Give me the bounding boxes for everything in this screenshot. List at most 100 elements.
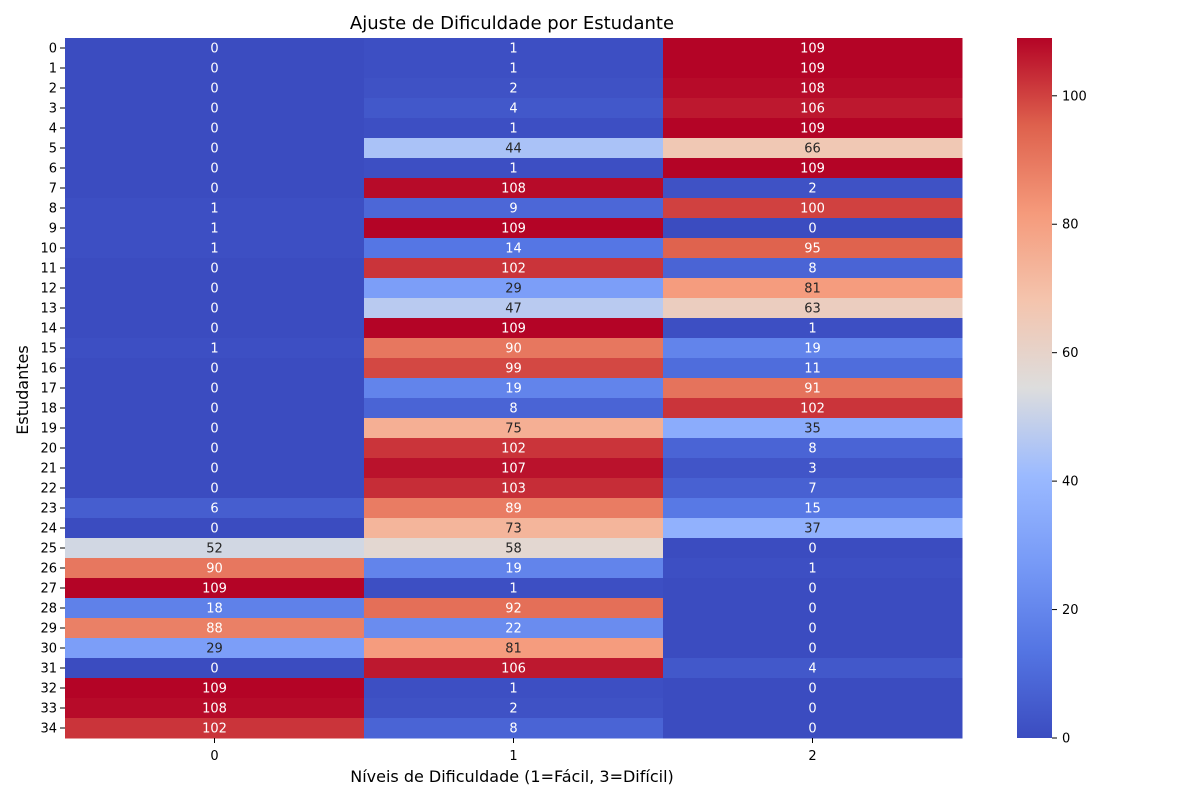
cell-value-label: 22 <box>505 622 522 637</box>
x-axis-label: Níveis de Dificuldade (1=Fácil, 3=Difíci… <box>350 767 674 786</box>
colorbar-tick-label: 0 <box>1062 732 1070 747</box>
y-tick-label: 4 <box>49 122 57 137</box>
heatmap-cell <box>663 558 963 579</box>
heatmap-cell <box>364 378 664 399</box>
cell-value-label: 4 <box>509 102 517 117</box>
heatmap-cell <box>364 358 664 379</box>
cell-value-label: 0 <box>210 422 218 437</box>
cell-value-label: 0 <box>210 382 218 397</box>
heatmap-cell <box>663 158 963 179</box>
y-tick-label: 17 <box>40 382 57 397</box>
cell-value-label: 52 <box>206 542 223 557</box>
y-tick-label: 29 <box>40 622 57 637</box>
cell-value-label: 19 <box>505 382 522 397</box>
heatmap-cell <box>663 398 963 419</box>
y-tick-label: 19 <box>40 422 57 437</box>
heatmap-cell <box>65 178 365 199</box>
cell-value-label: 0 <box>210 262 218 277</box>
y-tick-label: 1 <box>49 62 57 77</box>
heatmap-cell <box>364 638 664 659</box>
colorbar-tick-label: 40 <box>1062 475 1079 490</box>
heatmap-cell <box>65 118 365 139</box>
heatmap-cell <box>65 78 365 99</box>
heatmap-cell <box>364 538 664 559</box>
cell-value-label: 95 <box>804 242 821 257</box>
y-tick-label: 8 <box>49 202 57 217</box>
cell-value-label: 0 <box>808 222 816 237</box>
cell-value-label: 0 <box>210 142 218 157</box>
heatmap-cell <box>663 578 963 599</box>
heatmap-cell <box>65 518 365 539</box>
y-axis-label: Estudantes <box>13 345 32 434</box>
cell-value-label: 8 <box>808 442 816 457</box>
y-tick-label: 22 <box>40 482 57 497</box>
heatmap-cell <box>663 598 963 619</box>
heatmap-cell <box>663 138 963 159</box>
y-tick-label: 12 <box>40 282 57 297</box>
heatmap-cell <box>364 138 664 159</box>
cell-value-label: 0 <box>210 662 218 677</box>
cell-value-label: 99 <box>505 362 522 377</box>
heatmap-cell <box>663 218 963 239</box>
cell-value-label: 0 <box>210 102 218 117</box>
heatmap-cell <box>65 618 365 639</box>
x-tick-label: 0 <box>210 749 218 764</box>
cell-value-label: 81 <box>804 282 821 297</box>
heatmap-cell <box>364 478 664 499</box>
heatmap-cell <box>364 698 664 719</box>
cell-value-label: 0 <box>808 722 816 737</box>
heatmap-cell <box>663 238 963 259</box>
heatmap-cell <box>663 38 963 59</box>
cell-value-label: 0 <box>210 302 218 317</box>
colorbar-gradient <box>1017 38 1052 738</box>
cell-value-label: 102 <box>800 402 825 417</box>
x-tick-label: 2 <box>808 749 816 764</box>
cell-value-label: 29 <box>505 282 522 297</box>
cell-value-label: 0 <box>808 642 816 657</box>
cell-value-label: 9 <box>509 202 517 217</box>
y-tick-label: 33 <box>40 702 57 717</box>
cell-value-label: 1 <box>210 242 218 257</box>
colorbar-tick-label: 20 <box>1062 603 1079 618</box>
heatmap-cell <box>364 618 664 639</box>
heatmap-cell <box>663 258 963 279</box>
cell-value-label: 6 <box>210 502 218 517</box>
heatmap-cell <box>65 278 365 299</box>
y-tick-label: 26 <box>40 562 57 577</box>
cell-value-label: 100 <box>800 202 825 217</box>
y-tick-label: 2 <box>49 82 57 97</box>
cell-value-label: 106 <box>800 102 825 117</box>
heatmap-cell <box>663 378 963 399</box>
cell-value-label: 0 <box>210 462 218 477</box>
heatmap-cell <box>65 238 365 259</box>
cell-value-label: 0 <box>210 482 218 497</box>
cell-value-label: 90 <box>206 562 223 577</box>
heatmap-cell <box>65 258 365 279</box>
cell-value-label: 19 <box>505 562 522 577</box>
x-axis: 0 1 2 <box>210 738 817 764</box>
cell-value-label: 0 <box>210 442 218 457</box>
cell-value-label: 0 <box>210 82 218 97</box>
colorbar-ticks: 0 20 40 60 80 100 <box>1052 89 1087 747</box>
heatmap-cell <box>65 598 365 619</box>
cell-value-label: 109 <box>800 162 825 177</box>
cell-value-label: 66 <box>804 142 821 157</box>
heatmap-cell <box>364 158 664 179</box>
heatmap-cell <box>65 218 365 239</box>
heatmap-cell <box>663 98 963 119</box>
cell-value-label: 1 <box>509 582 517 597</box>
cell-value-label: 107 <box>501 462 526 477</box>
heatmap-cell <box>663 478 963 499</box>
heatmap-cell <box>364 58 664 79</box>
y-tick-label: 13 <box>40 302 57 317</box>
cell-value-label: 106 <box>501 662 526 677</box>
cell-value-label: 44 <box>505 142 522 157</box>
heatmap-cell <box>663 178 963 199</box>
heatmap-cell <box>65 38 365 59</box>
heatmap-cell <box>364 718 664 739</box>
cell-value-label: 0 <box>808 542 816 557</box>
cell-value-label: 0 <box>210 322 218 337</box>
cell-value-label: 1 <box>210 342 218 357</box>
